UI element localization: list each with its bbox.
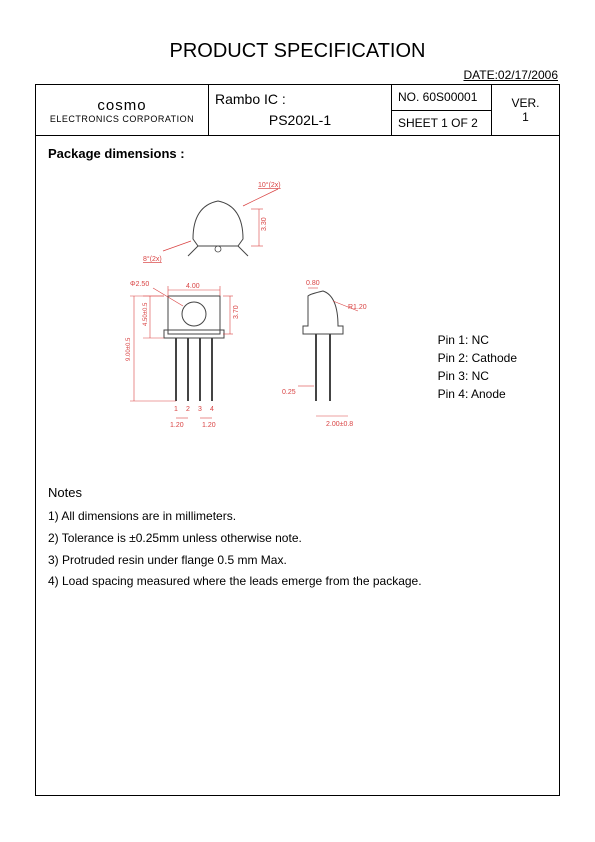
note-1: 1) All dimensions are in millimeters. bbox=[48, 506, 547, 528]
doc-number: NO. 60S00001 bbox=[392, 85, 492, 111]
dim-leadt: 0.25 bbox=[282, 389, 296, 396]
ver-label: VER. bbox=[498, 96, 553, 110]
note-4: 4) Load spacing measured where the leads… bbox=[48, 571, 547, 593]
pin3-label: Pin 3: NC bbox=[438, 367, 517, 385]
rambo-label: Rambo IC : bbox=[215, 89, 385, 110]
date-label: DATE:02/17/2006 bbox=[35, 68, 558, 82]
svg-text:3: 3 bbox=[198, 406, 202, 413]
dim-side-topw: 0.80 bbox=[306, 280, 320, 287]
header-table: cosmo ELECTRONICS CORPORATION Rambo IC :… bbox=[35, 84, 560, 136]
svg-text:2: 2 bbox=[186, 406, 190, 413]
pin-list: Pin 1: NC Pin 2: Cathode Pin 3: NC Pin 4… bbox=[438, 331, 517, 403]
note-3: 3) Protruded resin under flange 0.5 mm M… bbox=[48, 550, 547, 572]
dim-pitch2: 1.20 bbox=[202, 422, 216, 429]
notes-section: Notes 1) All dimensions are in millimete… bbox=[48, 481, 547, 593]
company-subtitle: ELECTRONICS CORPORATION bbox=[42, 114, 202, 124]
dim-angle1: 10°(2x) bbox=[258, 181, 281, 189]
dim-leadl: 2.00±0.8 bbox=[326, 421, 353, 428]
sheet-number: SHEET 1 OF 2 bbox=[392, 110, 492, 136]
dim-totalh: 9.00±0.5 bbox=[126, 337, 132, 361]
notes-heading: Notes bbox=[48, 481, 547, 504]
dim-flangeh: 4.50±0.5 bbox=[143, 302, 149, 326]
ver-value: 1 bbox=[498, 110, 553, 124]
part-number: PS202L-1 bbox=[215, 110, 385, 131]
dim-angle2: 8°(2x) bbox=[143, 255, 162, 263]
pin4-label: Pin 4: Anode bbox=[438, 385, 517, 403]
dim-radius: R1.20 bbox=[348, 304, 367, 311]
dim-bodyh: 3.70 bbox=[233, 305, 240, 319]
svg-text:1: 1 bbox=[174, 406, 178, 413]
package-diagram: 10°(2x) 8°(2x) 3.30 bbox=[48, 181, 547, 441]
svg-text:4: 4 bbox=[210, 406, 214, 413]
page-title: PRODUCT SPECIFICATION bbox=[35, 40, 560, 63]
note-2: 2) Tolerance is ±0.25mm unless otherwise… bbox=[48, 528, 547, 550]
pin2-label: Pin 2: Cathode bbox=[438, 349, 517, 367]
company-name: cosmo bbox=[42, 97, 202, 114]
dim-pitch1: 1.20 bbox=[170, 422, 184, 429]
content-frame: Package dimensions : 10°(2x) 8°(2x) bbox=[35, 136, 560, 796]
pin1-label: Pin 1: NC bbox=[438, 331, 517, 349]
dim-top-height: 3.30 bbox=[261, 217, 268, 231]
dim-width: 4.00 bbox=[186, 283, 200, 290]
section-title: Package dimensions : bbox=[48, 146, 547, 161]
dim-hole: Φ2.50 bbox=[130, 281, 149, 288]
